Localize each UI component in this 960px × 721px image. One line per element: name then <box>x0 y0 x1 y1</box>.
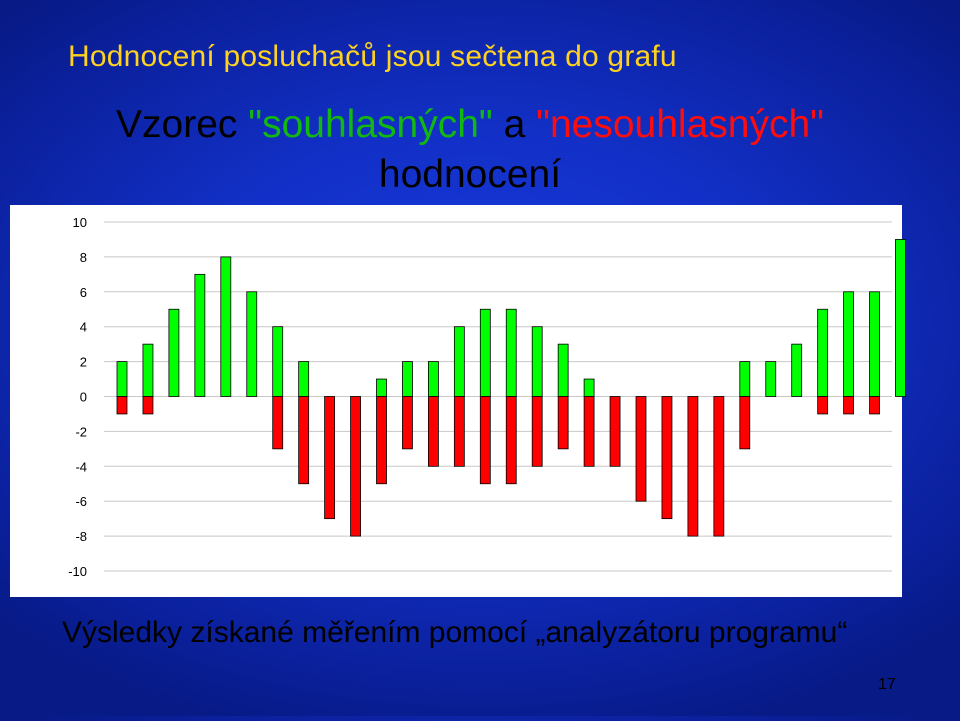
bar-agree <box>453 326 465 397</box>
y-tick-label: 8 <box>80 250 87 265</box>
y-tick-label: -8 <box>75 529 87 544</box>
bar-disagree <box>116 396 128 415</box>
bar-agree <box>531 326 543 397</box>
bar-disagree <box>479 396 491 485</box>
bar-disagree <box>298 396 310 485</box>
bar-agree <box>427 361 439 397</box>
slide-caption: Výsledky získané měřením pomocí „analyzá… <box>62 616 848 649</box>
bar-disagree <box>142 396 154 415</box>
bar-agree <box>376 378 387 397</box>
bar-agree <box>479 308 491 397</box>
bar-disagree <box>609 396 621 467</box>
y-tick-label: 10 <box>73 215 87 230</box>
bar-disagree <box>843 396 854 415</box>
bar-disagree <box>583 396 595 467</box>
y-tick-label: -10 <box>68 564 87 579</box>
bar-disagree <box>402 396 413 450</box>
y-tick-label: 6 <box>80 285 87 300</box>
chart-title-part-3: a <box>492 103 537 146</box>
chart-title-part-5: hodnocení <box>378 153 562 196</box>
bar-disagree <box>531 396 543 467</box>
bar-disagree <box>817 396 829 415</box>
bar-disagree <box>557 396 569 450</box>
y-tick-label: 0 <box>80 390 87 405</box>
bar-agree <box>843 291 854 397</box>
bar-disagree <box>687 396 699 537</box>
bar-disagree <box>350 396 361 537</box>
bar-agree <box>817 308 829 397</box>
bar-agree <box>895 239 906 397</box>
bar-disagree <box>453 396 465 467</box>
chart-title-disagree: "nesouhlasných" <box>536 103 824 146</box>
bar-agree <box>194 273 206 397</box>
bar-disagree <box>739 396 751 450</box>
bar-agree <box>246 291 258 397</box>
bar-agree <box>116 361 128 397</box>
bar-disagree <box>869 396 880 415</box>
bar-agree <box>791 343 803 397</box>
bar-agree <box>869 291 880 397</box>
bar-agree <box>168 308 180 397</box>
bar-agree <box>505 308 517 397</box>
bar-agree <box>402 361 413 397</box>
bar-disagree <box>713 396 725 537</box>
bar-agree <box>739 361 751 397</box>
bar-agree <box>142 343 154 397</box>
y-tick-label: 2 <box>80 355 87 370</box>
chart-title: Vzorec "souhlasných" a "nesouhlasných" ho… <box>90 100 850 200</box>
bar-agree <box>298 361 310 397</box>
bar-disagree <box>272 396 284 450</box>
bar-disagree <box>427 396 439 467</box>
bar-agree <box>765 361 777 397</box>
bar-agree <box>220 256 232 397</box>
chart-title-part-1: Vzorec <box>116 103 249 146</box>
bar-disagree <box>661 396 673 520</box>
bar-disagree <box>505 396 517 485</box>
bar-agree <box>557 343 569 397</box>
page-number: 17 <box>878 676 896 693</box>
bar-disagree <box>376 396 387 485</box>
y-tick-label: -6 <box>75 494 87 509</box>
bar-agree <box>272 326 284 397</box>
y-tick-label: -4 <box>75 459 87 474</box>
chart-title-agree: "souhlasných" <box>248 103 493 146</box>
y-tick-label: -2 <box>75 424 87 439</box>
slide-title: Hodnocení posluchačů jsou sečtena do gra… <box>68 40 677 73</box>
bar-disagree <box>324 396 336 520</box>
bar-disagree <box>635 396 647 502</box>
bar-agree <box>583 378 595 397</box>
y-tick-label: 4 <box>80 320 87 335</box>
